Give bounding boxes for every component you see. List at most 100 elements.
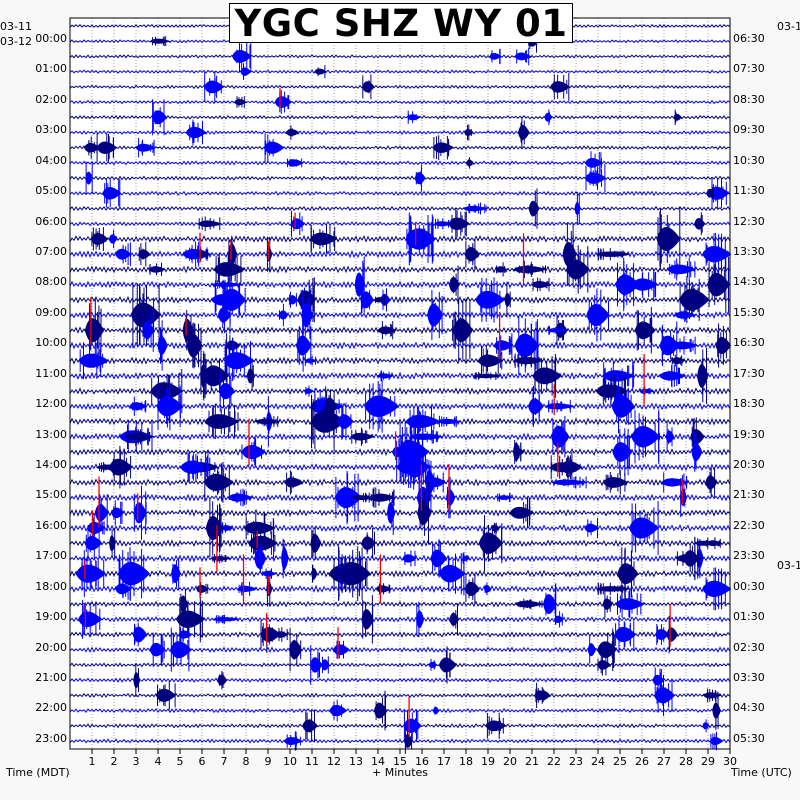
x-tick-label: 22	[547, 755, 561, 768]
minute-grid	[91, 18, 709, 749]
right-hour-label: 06:30	[733, 32, 765, 45]
left-hour-label: 09:00	[35, 305, 67, 319]
x-tick-label: 14	[371, 755, 385, 768]
event-burst	[554, 615, 564, 623]
event-burst	[639, 389, 656, 394]
x-tick-label: 30	[723, 755, 737, 768]
x-tick-label: 2	[111, 755, 118, 768]
x-tick-label: 10	[283, 755, 297, 768]
right-hour-label: 03:30	[733, 670, 765, 684]
x-tick-label: 6	[199, 755, 206, 768]
trace-row	[69, 84, 731, 90]
x-axis-label: + Minutes	[372, 766, 429, 779]
right-hour-label: 17:30	[733, 366, 765, 380]
x-tick-label: 28	[679, 755, 693, 768]
x-tick-label: 25	[613, 755, 627, 768]
event-burst	[528, 200, 540, 217]
left-hour-label: 22:00	[35, 701, 67, 715]
x-ticks: 1 2 3 4 5 6 7 8 9 10 11 12 13 14 15 16 17 18 19 20 21 22 23 24 2…	[89, 749, 737, 768]
x-tick-label: 3	[133, 755, 140, 768]
event-burst	[84, 536, 103, 551]
trace-row	[69, 692, 731, 699]
event-burst	[124, 433, 156, 441]
left-hour-label: 13:00	[35, 427, 67, 441]
event-burst	[702, 580, 732, 598]
trace-row	[69, 584, 731, 593]
event-burst	[288, 295, 298, 305]
left-hour-label: 16:00	[35, 518, 67, 532]
right-hour-label: 19:30	[733, 427, 765, 441]
x-tick-label: 29	[701, 755, 715, 768]
x-tick-label: 11	[305, 755, 319, 768]
right-hour-label: 13:30	[733, 244, 765, 258]
event-burst	[361, 536, 377, 551]
right-axis-label: Time (UTC)	[731, 766, 792, 779]
left-hour-label: 05:00	[35, 184, 67, 198]
event-burst	[602, 476, 629, 488]
trace-row	[69, 175, 731, 181]
trace-row	[69, 738, 731, 744]
left-hour-label: 04:00	[35, 153, 67, 167]
x-tick-label: 24	[591, 755, 605, 768]
left-hour-label: 14:00	[35, 457, 67, 471]
left-hour-label: 10:00	[35, 336, 67, 350]
clip-markers	[84, 87, 683, 738]
event-burst	[286, 159, 304, 167]
event-burst	[274, 96, 292, 109]
x-tick-label: 21	[525, 755, 539, 768]
x-tick-label: 18	[459, 755, 473, 768]
x-tick-label: 27	[657, 755, 671, 768]
seismic-events	[75, 14, 732, 754]
right-hour-label: 10:30	[733, 153, 765, 167]
event-burst	[496, 495, 514, 500]
event-burst	[260, 627, 281, 642]
event-burst	[631, 278, 659, 291]
event-burst	[448, 276, 460, 293]
left-hour-label: 21:00	[35, 670, 67, 684]
x-tick-label: 5	[177, 755, 184, 768]
event-burst	[197, 220, 223, 227]
right-hour-label: 16:30	[733, 336, 765, 350]
right-hour-label: 18:30	[733, 397, 765, 411]
x-tick-label: 23	[569, 755, 583, 768]
left-hour-label: 19:00	[35, 610, 67, 624]
event-burst	[546, 328, 569, 333]
trace-row	[69, 130, 731, 135]
event-burst	[261, 571, 277, 577]
right-hour-label: 09:30	[733, 123, 765, 137]
right-hour-label: 11:30	[733, 184, 765, 198]
trace-row	[69, 145, 731, 151]
left-hour-label: 01:00	[35, 62, 67, 76]
event-burst	[438, 564, 466, 583]
x-tick-label: 12	[327, 755, 341, 768]
event-burst	[179, 460, 211, 474]
left-hour-label: 17:00	[35, 549, 67, 563]
event-burst	[132, 626, 148, 643]
event-burst	[702, 246, 732, 263]
left-hour-label: 08:00	[35, 275, 67, 289]
event-burst	[373, 702, 388, 719]
trace-row	[69, 99, 731, 105]
trace-row	[69, 356, 731, 365]
x-tick-label: 20	[503, 755, 517, 768]
left-hour-label: 03:00	[35, 123, 67, 137]
right-hour-label: 00:30	[733, 579, 765, 593]
event-burst	[448, 217, 470, 231]
x-tick-label: 13	[349, 755, 363, 768]
left-hour-label: 15:00	[35, 488, 67, 502]
right-hour-label: 04:30	[733, 701, 765, 715]
x-tick-label: 1	[89, 755, 96, 768]
left-hour-label: 18:00	[35, 579, 67, 593]
left-hour-label: 02:00	[35, 92, 67, 106]
x-tick-label: 9	[265, 755, 272, 768]
event-burst	[544, 112, 553, 122]
right-hour-label: 22:30	[733, 518, 765, 532]
trace-row	[69, 54, 731, 59]
event-burst	[176, 610, 205, 629]
x-tick-label: 26	[635, 755, 649, 768]
left-hour-label: 20:00	[35, 640, 67, 654]
right-hour-label: 23:30	[733, 549, 765, 563]
right-hour-label: 05:30	[733, 731, 765, 745]
right-hour-label: 15:30	[733, 305, 765, 319]
